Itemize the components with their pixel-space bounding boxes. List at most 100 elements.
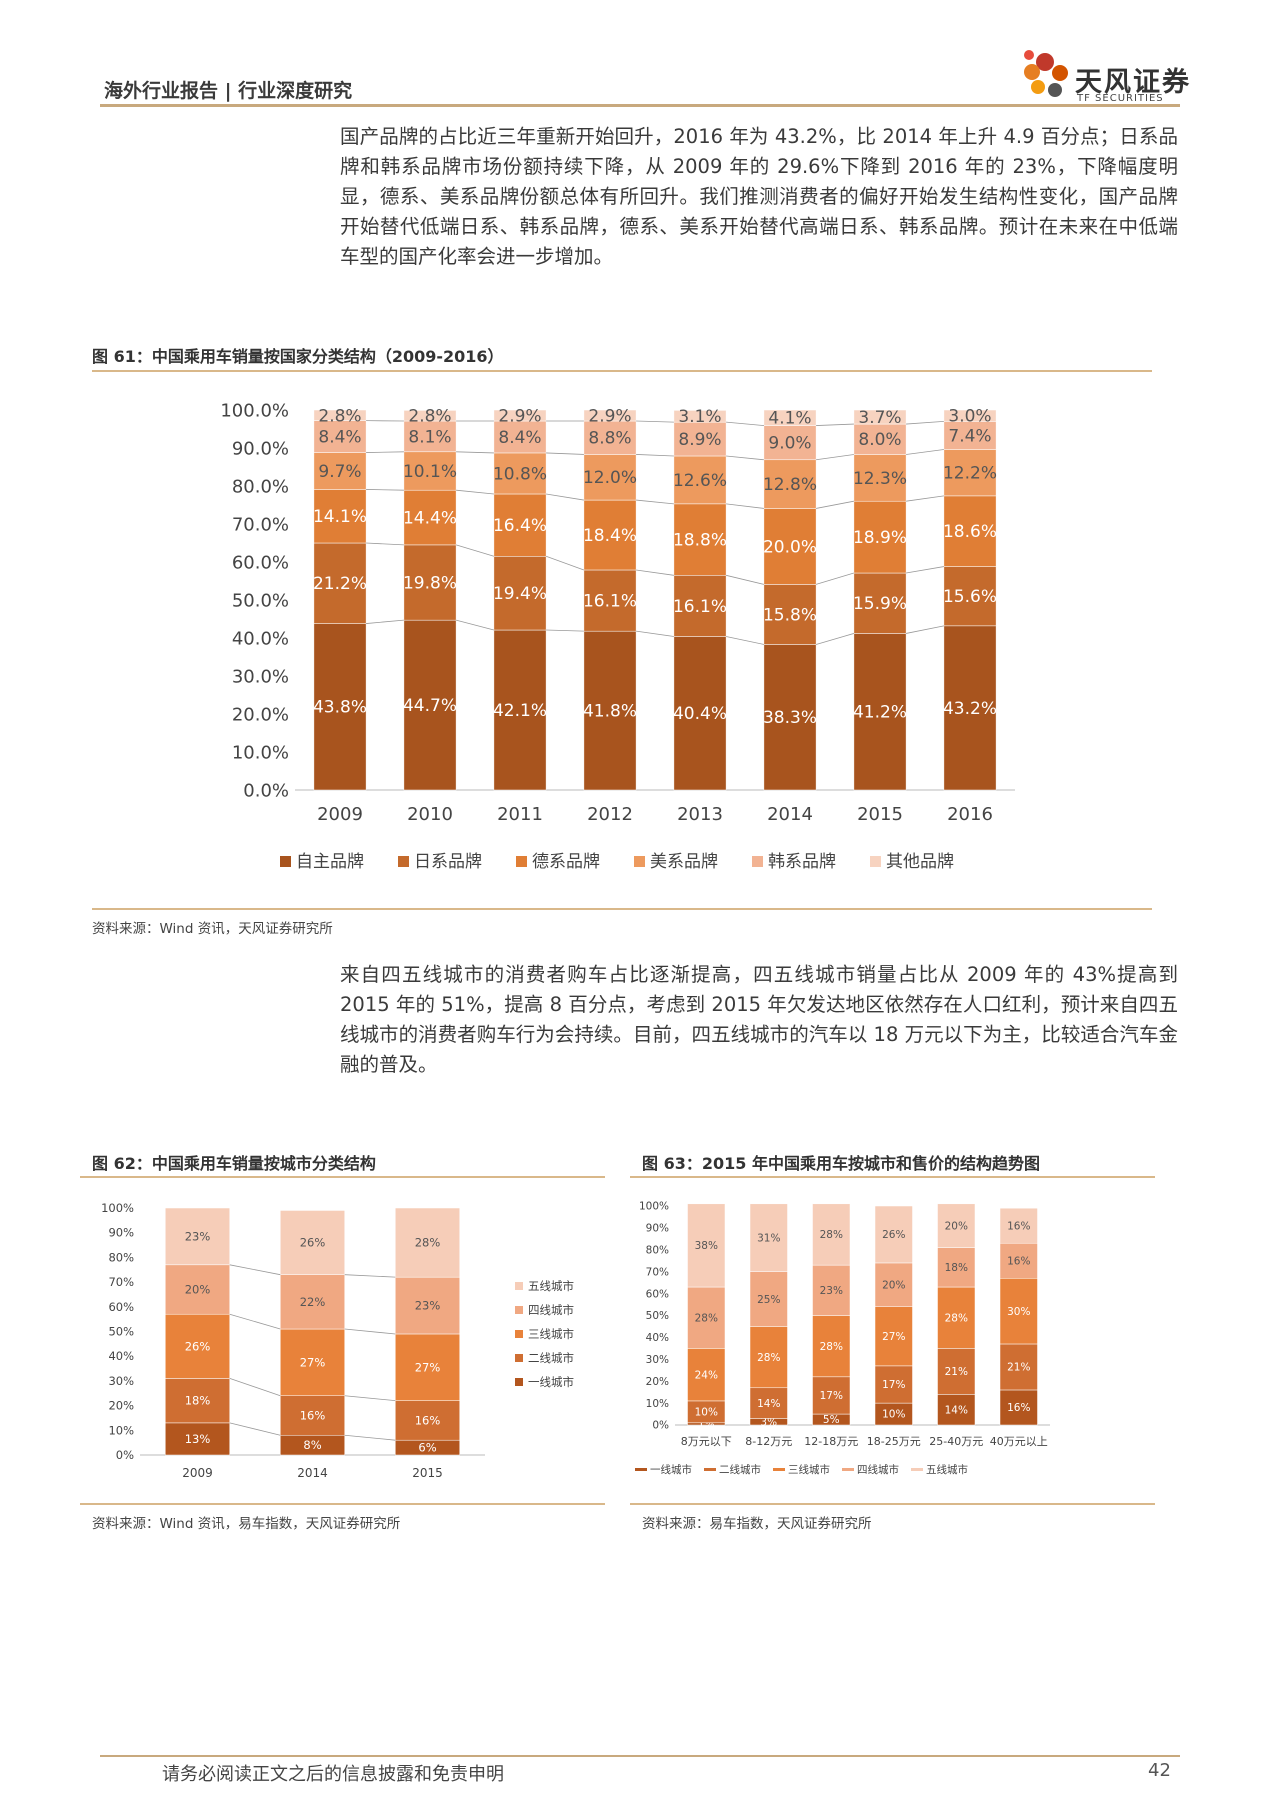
bar-segment <box>943 409 997 422</box>
bar-segment <box>943 421 997 450</box>
y-tick-label: 0.0% <box>243 780 289 801</box>
bar-segment <box>403 420 457 453</box>
data-label: 6% <box>418 1441 436 1455</box>
data-label: 27% <box>882 1331 905 1343</box>
fig62-bottom-rule <box>80 1503 605 1505</box>
x-tick-label: 2016 <box>947 804 993 825</box>
y-tick-label: 40% <box>646 1332 669 1344</box>
data-label: 12.6% <box>673 471 727 491</box>
data-label: 38.3% <box>763 708 817 728</box>
data-label: 16.4% <box>493 516 547 536</box>
fig61-source: 资料来源：Wind 资讯，天风证券研究所 <box>92 921 333 937</box>
bar-segment <box>493 452 547 495</box>
data-label: 3.7% <box>858 408 901 428</box>
y-tick-label: 60.0% <box>232 552 289 573</box>
bar-segment <box>853 423 907 455</box>
bar-segment <box>583 454 637 501</box>
bar-segment <box>403 619 457 791</box>
legend-label: 三线城市 <box>528 1327 574 1341</box>
series-connector-line <box>344 1328 396 1335</box>
y-tick-label: 100% <box>639 1201 669 1213</box>
bar-segment <box>395 1207 460 1278</box>
y-tick-label: 80% <box>646 1244 669 1256</box>
y-tick-label: 80% <box>108 1250 134 1264</box>
data-label: 2.8% <box>318 406 361 426</box>
y-tick-label: 0% <box>116 1448 134 1462</box>
bar-segment <box>280 1210 345 1275</box>
bar-segment <box>749 1326 788 1389</box>
data-label: 16% <box>300 1409 326 1423</box>
series-connector-line <box>636 569 674 576</box>
data-label: 28% <box>945 1312 968 1324</box>
series-connector-line <box>344 1274 396 1278</box>
data-label: 13% <box>185 1432 211 1446</box>
series-connector-line <box>906 495 944 502</box>
legend-swatch <box>515 1282 523 1290</box>
data-label: 38% <box>695 1240 718 1252</box>
bar-segment <box>583 569 637 632</box>
bar-segment <box>874 1262 913 1307</box>
legend-swatch <box>398 856 409 867</box>
bar-segment <box>937 1348 976 1395</box>
logo-text-cn: 天风证券 <box>1075 67 1191 98</box>
data-label: 14.1% <box>313 507 367 527</box>
header-divider <box>100 104 1180 107</box>
series-connector-line <box>366 489 404 491</box>
bar-segment <box>280 1328 345 1396</box>
data-label: 10% <box>695 1407 718 1419</box>
bar-segment <box>673 503 727 576</box>
fig61-title: 图 61：中国乘用车销量按国家分类结构（2009-2016） <box>92 347 504 366</box>
data-label: 20% <box>185 1283 211 1297</box>
data-label: 18.4% <box>583 526 637 546</box>
series-connector-line <box>636 454 674 457</box>
bar-segment <box>999 1343 1038 1391</box>
fig61-top-rule <box>92 370 1152 372</box>
bar-segment <box>313 452 367 490</box>
bar-segment <box>313 623 367 791</box>
data-label: 20% <box>882 1280 905 1292</box>
legend-label: 四线城市 <box>528 1303 574 1317</box>
x-tick-label: 8万元以下 <box>681 1435 732 1448</box>
series-connector-line <box>455 544 495 557</box>
x-tick-label: 2011 <box>497 804 543 825</box>
legend-swatch <box>773 1468 785 1471</box>
legend-swatch <box>516 856 527 867</box>
bar-segment <box>937 1247 976 1288</box>
series-connector-line <box>726 421 764 426</box>
x-tick-label: 2015 <box>412 1466 443 1480</box>
bar-segment <box>673 421 727 457</box>
series-connector-line <box>815 633 855 645</box>
bar-segment <box>395 1400 460 1441</box>
chart-city-price-structure: 0%10%20%30%40%50%60%70%80%90%100%1%10%24… <box>635 1201 1050 1476</box>
series-connector-line <box>636 420 674 423</box>
bar-segment <box>493 409 547 422</box>
series-connector-line <box>229 1422 281 1436</box>
chart-city-structure: 0% 10% 20% 30% 40% 50% 60% 70% 80% 90% 100% 13% 18% 2… <box>101 1201 574 1480</box>
fig62-title: 图 62：中国乘用车销量按城市分类结构 <box>92 1154 376 1173</box>
data-label: 28% <box>757 1352 780 1364</box>
y-tick-label: 30% <box>108 1374 134 1388</box>
fig63-source: 资料来源：易车指数，天风证券研究所 <box>642 1516 872 1532</box>
legend-swatch <box>515 1330 523 1338</box>
y-tick-label: 90% <box>646 1223 669 1235</box>
bar-segment <box>812 1264 851 1316</box>
fig63-bottom-rule <box>630 1503 1155 1505</box>
series-connector-line <box>546 629 584 632</box>
fig63-top-rule <box>630 1176 1155 1178</box>
legend-swatch <box>635 1468 647 1471</box>
bar-segment <box>493 493 547 557</box>
series-connector-line <box>906 449 944 455</box>
data-label: 8.8% <box>588 429 631 449</box>
data-label: 9.7% <box>318 462 361 482</box>
legend-label: 韩系品牌 <box>768 852 836 872</box>
y-tick-label: 100.0% <box>220 400 289 421</box>
legend-swatch <box>704 1468 716 1471</box>
paragraph-city-tier: 来自四五线城市的消费者购车占比逐渐提高，四五线城市销量占比从 2009 年的 4… <box>340 963 1178 1076</box>
legend-swatch <box>515 1354 523 1362</box>
bar-segment <box>313 489 367 544</box>
data-label: 16.1% <box>673 597 727 617</box>
bar-segment <box>165 1422 230 1456</box>
data-label: 28% <box>820 1229 843 1241</box>
data-label: 10.8% <box>493 464 547 484</box>
series-connector-line <box>816 423 854 426</box>
